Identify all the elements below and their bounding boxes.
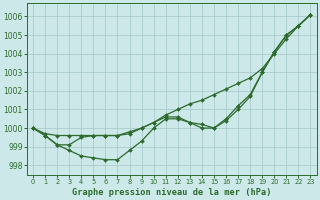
X-axis label: Graphe pression niveau de la mer (hPa): Graphe pression niveau de la mer (hPa) bbox=[72, 188, 272, 197]
